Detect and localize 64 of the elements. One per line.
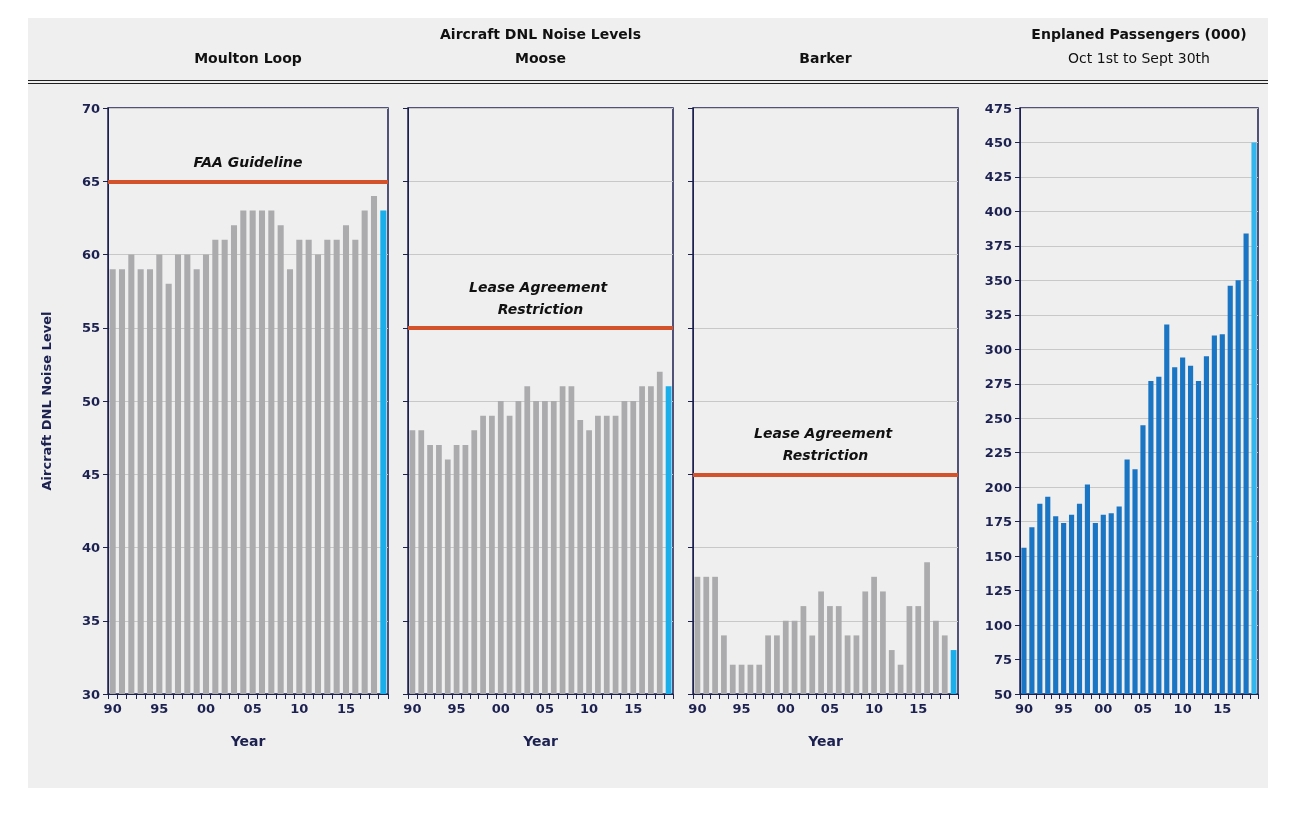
x-tick-label: 95 (1054, 701, 1073, 716)
x-axis-title: Year (229, 733, 266, 749)
ref-line-label: FAA Guideline (193, 154, 303, 171)
y-tick-label: 60 (81, 247, 100, 262)
y-tick-label: 175 (984, 514, 1012, 530)
y-tick-label: 300 (984, 341, 1012, 357)
y-tick-label: 125 (984, 583, 1012, 599)
x-tick-label: 15 (1213, 701, 1232, 716)
y-tick-label: 100 (984, 617, 1012, 633)
x-tick-label: 90 (403, 701, 422, 716)
x-tick-label: 90 (103, 701, 122, 716)
y-tick-label: 50 (81, 393, 100, 409)
y-tick-label: 325 (984, 307, 1012, 323)
x-axis-title: Year (522, 733, 558, 749)
y-tick-label: 250 (984, 410, 1012, 426)
y-axis-title: Aircraft DNL Noise Level (39, 311, 54, 491)
y-tick-label: 70 (81, 100, 100, 116)
x-tick-label: 15 (909, 701, 928, 716)
chart-subtitle: Moose (514, 50, 567, 66)
x-tick-label: 10 (1173, 701, 1192, 716)
ref-line-label: Lease Agreement Restriction (754, 425, 897, 464)
x-tick-label: 95 (732, 701, 751, 716)
y-tick-label: 275 (984, 376, 1012, 392)
y-tick-label: 475 (984, 100, 1012, 116)
x-tick-label: 05 (535, 701, 554, 716)
x-axis-title: Year (807, 733, 843, 749)
x-tick-label: 15 (336, 701, 356, 716)
x-tick-label: 90 (1014, 701, 1034, 716)
y-tick-label: 400 (984, 203, 1012, 219)
x-tick-label: 00 (491, 701, 510, 716)
x-tick-label: 10 (580, 701, 599, 716)
y-tick-label: 150 (984, 548, 1012, 564)
chart-subtitle: Moulton Loop (193, 50, 303, 66)
y-tick-label: 30 (81, 686, 100, 702)
x-tick-label: 05 (1133, 701, 1153, 716)
chart-title: Enplaned Passengers (000) (1030, 26, 1248, 42)
x-tick-label: 95 (150, 701, 169, 716)
x-tick-label: 00 (1094, 701, 1113, 716)
chart-title: Aircraft DNL Noise Levels (439, 26, 642, 42)
y-tick-label: 375 (984, 238, 1012, 254)
y-tick-label: 40 (81, 540, 100, 555)
x-tick-label: 10 (865, 701, 884, 716)
x-tick-label: 10 (290, 701, 309, 716)
y-tick-label: 450 (984, 134, 1012, 150)
x-tick-label: 05 (820, 701, 839, 716)
x-tick-label: 15 (624, 701, 643, 716)
y-tick-label: 425 (984, 169, 1012, 185)
chart-subtitle: Barker (798, 50, 853, 66)
y-tick-label: 65 (81, 173, 100, 189)
x-tick-label: 00 (196, 701, 216, 716)
x-tick-label: 00 (776, 701, 795, 716)
y-tick-label: 35 (81, 613, 100, 629)
y-tick-label: 55 (81, 320, 100, 336)
y-tick-label: 350 (984, 272, 1012, 288)
y-tick-label: 225 (984, 445, 1012, 461)
y-tick-label: 50 (993, 686, 1012, 702)
y-tick-label: 200 (984, 479, 1012, 495)
x-tick-label: 05 (243, 701, 262, 716)
x-tick-label: 95 (447, 701, 466, 716)
x-tick-label: 90 (688, 701, 707, 716)
chart-subtitle: Oct 1st to Sept 30th (1067, 50, 1211, 66)
y-tick-label: 45 (81, 466, 100, 482)
ref-line-label: Lease Agreement Restriction (469, 278, 612, 317)
y-tick-label: 75 (993, 652, 1012, 668)
